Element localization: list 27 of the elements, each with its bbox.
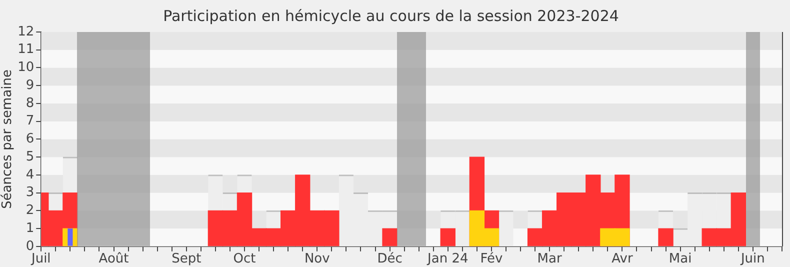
y-tick-label: 8 [26, 96, 34, 111]
x-tick-label: Jan 24 [426, 252, 468, 267]
y-tick-label: 2 [26, 203, 34, 218]
y-tick-label: 6 [26, 132, 34, 147]
y-tick-label: 11 [18, 42, 34, 58]
y-axis-title: Séances par semaine [0, 69, 16, 209]
y-tick-label: 1 [26, 220, 34, 236]
y-tick-label: 12 [18, 24, 34, 40]
x-tick-label: Juin [740, 252, 765, 267]
y-tick-label: 7 [26, 114, 34, 129]
x-tick-label: Avr [612, 252, 634, 267]
x-tick-label: Nov [304, 252, 330, 267]
x-tick-label: Oct [233, 252, 256, 267]
x-tick-label: Août [98, 252, 129, 267]
x-tick-label: Déc [377, 252, 402, 267]
y-tick-label: 0 [26, 238, 34, 254]
y-tick-label: 4 [26, 167, 34, 182]
chart-title: Participation en hémicycle au cours de la session 2023-2024 [163, 6, 619, 25]
x-tick-label: Fév [480, 252, 503, 267]
x-tick-label: Sept [172, 252, 202, 267]
y-tick-label: 5 [26, 149, 34, 164]
x-tick-label: Mar [537, 252, 562, 267]
y-tick-label: 10 [18, 60, 34, 76]
x-tick-label: Mai [668, 252, 692, 267]
y-tick-label: 3 [26, 185, 34, 200]
y-tick-label: 9 [26, 78, 34, 93]
x-tick-label: Juil [30, 252, 51, 267]
